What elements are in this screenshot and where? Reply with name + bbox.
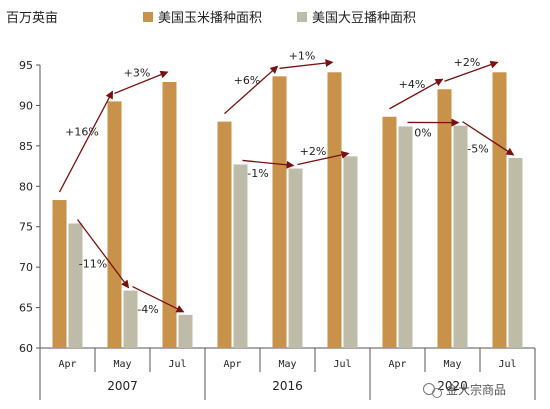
change-arrow xyxy=(242,159,295,169)
x-tick-label: Apr xyxy=(388,359,406,370)
corn-bar xyxy=(437,89,452,348)
corn-bar xyxy=(52,200,67,348)
change-arrow xyxy=(389,78,444,110)
year-label-2016: 2016 xyxy=(272,379,303,393)
year-label-2007: 2007 xyxy=(107,379,138,393)
y-tick-label: 95 xyxy=(19,59,33,72)
soybean-bar xyxy=(68,223,83,348)
watermark-text: 金大宗商品 xyxy=(446,382,506,397)
legend-label-corn: 美国玉米播种面积 xyxy=(158,11,262,26)
x-tick-label: Jul xyxy=(333,359,351,370)
change-label: -11% xyxy=(79,258,107,271)
change-label: -1% xyxy=(247,167,268,180)
change-label: +2% xyxy=(300,145,327,158)
soybean-bar xyxy=(453,125,468,349)
corn-bar xyxy=(107,101,122,348)
corn-bar xyxy=(382,116,397,349)
corn-bar xyxy=(162,81,177,348)
x-tick-label: May xyxy=(443,359,461,370)
y-tick-label: 65 xyxy=(19,302,33,315)
change-label: -4% xyxy=(137,303,158,316)
y-tick-label: 70 xyxy=(19,261,33,274)
change-label: +3% xyxy=(124,67,151,80)
change-arrow xyxy=(224,65,279,115)
soybean-bar xyxy=(178,314,193,348)
change-arrow xyxy=(444,60,499,82)
change-label: -5% xyxy=(467,142,488,155)
legend-swatch-soybean xyxy=(297,12,307,22)
y-tick-label: 75 xyxy=(19,221,33,234)
change-arrow xyxy=(297,150,350,166)
corn-bar xyxy=(492,72,507,348)
change-label: +6% xyxy=(234,74,261,87)
change-label: +4% xyxy=(399,78,426,91)
y-tick-label: 60 xyxy=(19,342,33,355)
soybean-bar xyxy=(288,168,303,348)
corn-bar xyxy=(217,121,232,348)
soybean-bar xyxy=(233,164,248,348)
change-label: +2% xyxy=(454,56,481,69)
corn-bar xyxy=(327,72,342,348)
change-annotations: +16% +3% -11% -4% +6% +1% -1% +2% +4% +2% 0% -5% xyxy=(58,49,515,316)
soybean-bar xyxy=(508,157,523,348)
change-arrow xyxy=(114,70,169,94)
corn-bar xyxy=(272,76,287,348)
watermark: 金大宗商品 xyxy=(423,382,506,398)
year-label-2020: 2020 xyxy=(437,379,468,393)
wechat-icon-bubble xyxy=(432,388,442,398)
bars xyxy=(52,72,523,349)
change-arrow xyxy=(462,121,515,156)
axes: 60 65 70 75 80 85 90 95 Apr May Jul Apr May Jul Apr May… xyxy=(19,59,536,400)
x-tick-label: Apr xyxy=(58,359,76,370)
x-tick-label: Apr xyxy=(223,359,241,370)
x-tick-label: May xyxy=(113,359,131,370)
legend-label-soybean: 美国大豆播种面积 xyxy=(312,11,416,26)
y-tick-label: 85 xyxy=(19,140,33,153)
soybean-bar xyxy=(398,126,413,348)
change-arrow xyxy=(76,219,130,289)
x-tick-label: Jul xyxy=(498,359,516,370)
x-tick-label: May xyxy=(278,359,296,370)
change-label: 0% xyxy=(414,127,431,140)
soybean-bar xyxy=(123,290,138,348)
y-tick-label: 90 xyxy=(19,99,33,112)
change-arrow xyxy=(279,59,334,69)
unit-label: 百万英亩 xyxy=(6,10,58,26)
y-tick-label: 80 xyxy=(19,180,33,193)
change-label: +1% xyxy=(289,49,316,62)
change-arrow xyxy=(132,286,185,313)
legend: 美国玉米播种面积 美国大豆播种面积 xyxy=(143,11,416,26)
change-label: +16% xyxy=(65,126,99,139)
x-tick-label: Jul xyxy=(168,359,186,370)
soybean-bar xyxy=(343,156,358,348)
legend-swatch-corn xyxy=(143,12,153,22)
change-arrow xyxy=(58,90,114,193)
